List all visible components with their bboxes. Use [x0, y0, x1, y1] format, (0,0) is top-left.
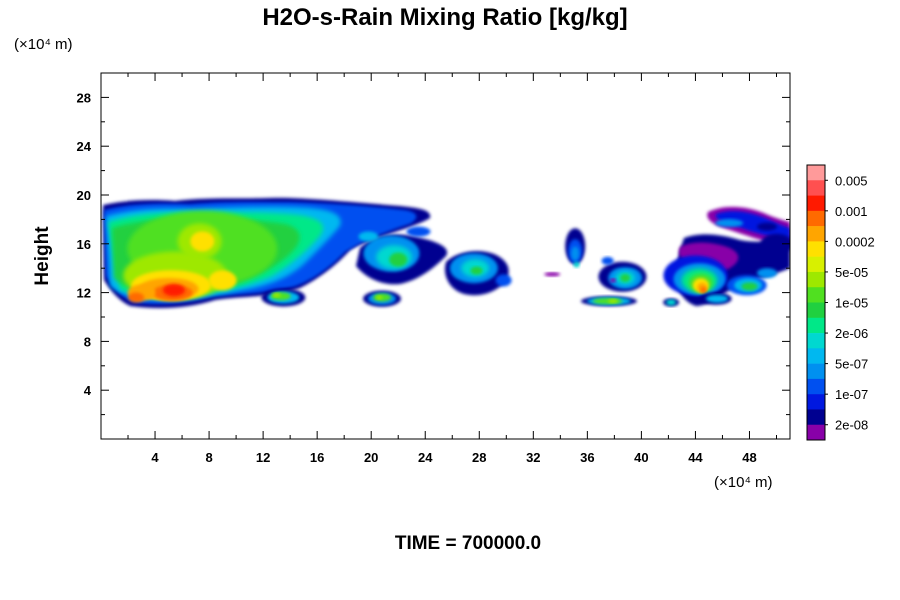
y-tick-label: 24: [77, 139, 92, 154]
colorbar-swatch: [807, 165, 825, 181]
y-tick-label: 28: [77, 90, 91, 105]
cloud-east-b: [598, 256, 647, 292]
colorbar-label: 0.005: [835, 173, 868, 188]
colorbar-label: 2e-06: [835, 326, 868, 341]
x-tick-label: 16: [310, 450, 324, 465]
cloud-east-low: [580, 296, 637, 307]
colorbar-swatch: [807, 394, 825, 410]
colorbar-swatch: [807, 409, 825, 426]
colorbar-swatch: [807, 241, 825, 257]
colorbar-swatch: [807, 180, 825, 196]
colorbar-label: 2e-08: [835, 418, 868, 433]
colorbar-label: 0.0002: [835, 234, 875, 249]
time-label: TIME = 700000.0: [395, 533, 541, 554]
colorbar-swatch: [807, 195, 825, 212]
colorbar-label: 1e-05: [835, 296, 868, 311]
x-tick-label: 4: [151, 450, 159, 465]
y-unit-label: (×10⁴ m): [14, 36, 73, 53]
cloud-mid-a: [356, 226, 448, 285]
cloud-low-a: [261, 288, 306, 307]
colorbar-swatch: [807, 333, 825, 349]
cloud-main: [103, 197, 431, 308]
x-tick-label: 20: [364, 450, 378, 465]
colorbar-label: 5e-05: [835, 265, 868, 280]
colorbar-swatch: [807, 424, 825, 441]
colorbar-swatch: [807, 302, 825, 319]
y-tick-label: 20: [77, 188, 91, 203]
x-tick-label: 28: [472, 450, 486, 465]
cloud-east-c: [544, 206, 790, 307]
x-tick-label: 12: [256, 450, 270, 465]
colorbar-swatch: [807, 256, 825, 273]
colorbar-swatch: [807, 363, 825, 380]
x-tick-label: 32: [526, 450, 540, 465]
chart-title: H2O-s-Rain Mixing Ratio [kg/kg]: [262, 4, 627, 31]
cloud-low-b: [363, 290, 402, 307]
colorbar-swatch: [807, 348, 825, 364]
colorbar-swatch: [807, 287, 825, 303]
contour-fields: [103, 197, 790, 308]
colorbar-label: 1e-07: [835, 387, 868, 402]
colorbar-swatch: [807, 210, 825, 227]
x-unit-label: (×10⁴ m): [714, 474, 773, 491]
plot-frame: [100, 72, 791, 440]
cloud-east-a: [565, 228, 586, 268]
colorbar-label: 0.001: [835, 204, 868, 219]
colorbar-swatch: [807, 378, 825, 395]
x-tick-label: 44: [688, 450, 703, 465]
cloud-mid-b: [444, 251, 512, 296]
y-tick-label: 8: [84, 334, 91, 349]
x-tick-label: 48: [742, 450, 756, 465]
colorbar-swatch: [807, 271, 825, 288]
x-tick-label: 24: [418, 450, 433, 465]
y-axis-label: Height: [32, 226, 53, 286]
y-tick-label: 16: [77, 237, 91, 252]
colorbar-swatch: [807, 317, 825, 334]
x-tick-label: 40: [634, 450, 648, 465]
x-tick-label: 8: [205, 450, 212, 465]
x-tick-label: 36: [580, 450, 594, 465]
colorbar-swatch: [807, 226, 825, 242]
y-tick-label: 4: [84, 383, 92, 398]
y-tick-label: 12: [77, 286, 91, 301]
colorbar: 0.005 0.001 0.0002 5e-05 1e-05 2e-06 5e-07 1e-0…: [806, 164, 875, 441]
colorbar-label: 5e-07: [835, 357, 868, 372]
